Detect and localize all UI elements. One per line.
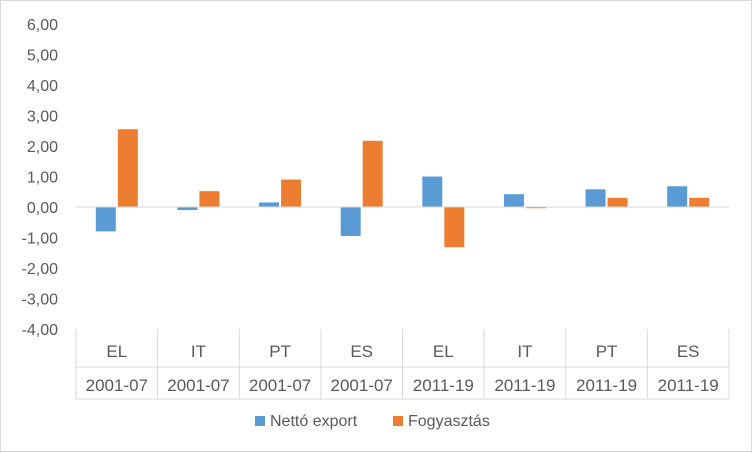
x-tick-label-period: 2001-07 <box>86 376 148 395</box>
y-tick-label: -1,00 <box>22 231 59 248</box>
y-tick-label: -4,00 <box>22 322 59 339</box>
bar-fogyasztas <box>362 140 383 207</box>
y-tick-label: 1,00 <box>27 170 58 187</box>
y-tick-label: 4,00 <box>27 78 58 95</box>
bar-netto-export <box>667 186 688 207</box>
x-tick-label-country: PT <box>269 342 291 361</box>
bar-fogyasztas <box>444 207 465 248</box>
x-tick-label-country: IT <box>191 342 206 361</box>
y-tick-label: 5,00 <box>27 48 58 65</box>
bar-fogyasztas <box>525 207 546 209</box>
x-tick-label-country: EL <box>106 342 127 361</box>
bar-fogyasztas <box>689 197 710 207</box>
x-tick-label-period: 2011-19 <box>413 376 474 395</box>
bar-netto-export <box>585 189 606 207</box>
bar-fogyasztas <box>117 129 138 207</box>
legend-label-fogyasztas: Fogyasztás <box>408 413 490 430</box>
bar-fogyasztas <box>281 179 302 207</box>
x-tick-label-period: 2001-07 <box>249 376 311 395</box>
x-tick-label-period: 2011-19 <box>494 376 555 395</box>
y-tick-label: 3,00 <box>27 109 58 126</box>
bar-netto-export <box>340 207 361 236</box>
bar-fogyasztas <box>607 197 628 207</box>
x-tick-label-country: IT <box>517 342 532 361</box>
bar-netto-export <box>177 207 198 211</box>
legend-swatch-netto-export <box>255 416 265 426</box>
y-tick-label: 2,00 <box>27 139 58 156</box>
y-tick-label: 6,00 <box>27 17 58 34</box>
y-tick-label: 0,00 <box>27 200 58 217</box>
x-tick-label-country: PT <box>596 342 618 361</box>
legend-swatch-fogyasztas <box>393 416 403 426</box>
x-tick-label-period: 2011-19 <box>658 376 719 395</box>
y-tick-label: -3,00 <box>22 292 59 309</box>
legend-label-netto-export: Nettó export <box>270 413 358 430</box>
x-tick-label-period: 2001-07 <box>167 376 229 395</box>
x-tick-label-country: EL <box>433 342 454 361</box>
bar-fogyasztas <box>199 191 220 207</box>
bar-netto-export <box>422 176 443 207</box>
x-tick-label-country: ES <box>677 342 700 361</box>
y-tick-label: -2,00 <box>22 261 59 278</box>
bar-netto-export <box>95 207 116 232</box>
bar-netto-export <box>503 194 524 207</box>
x-tick-label-period: 2011-19 <box>576 376 637 395</box>
bar-netto-export <box>259 202 280 207</box>
x-tick-label-country: ES <box>350 342 373 361</box>
x-tick-label-period: 2001-07 <box>330 376 392 395</box>
